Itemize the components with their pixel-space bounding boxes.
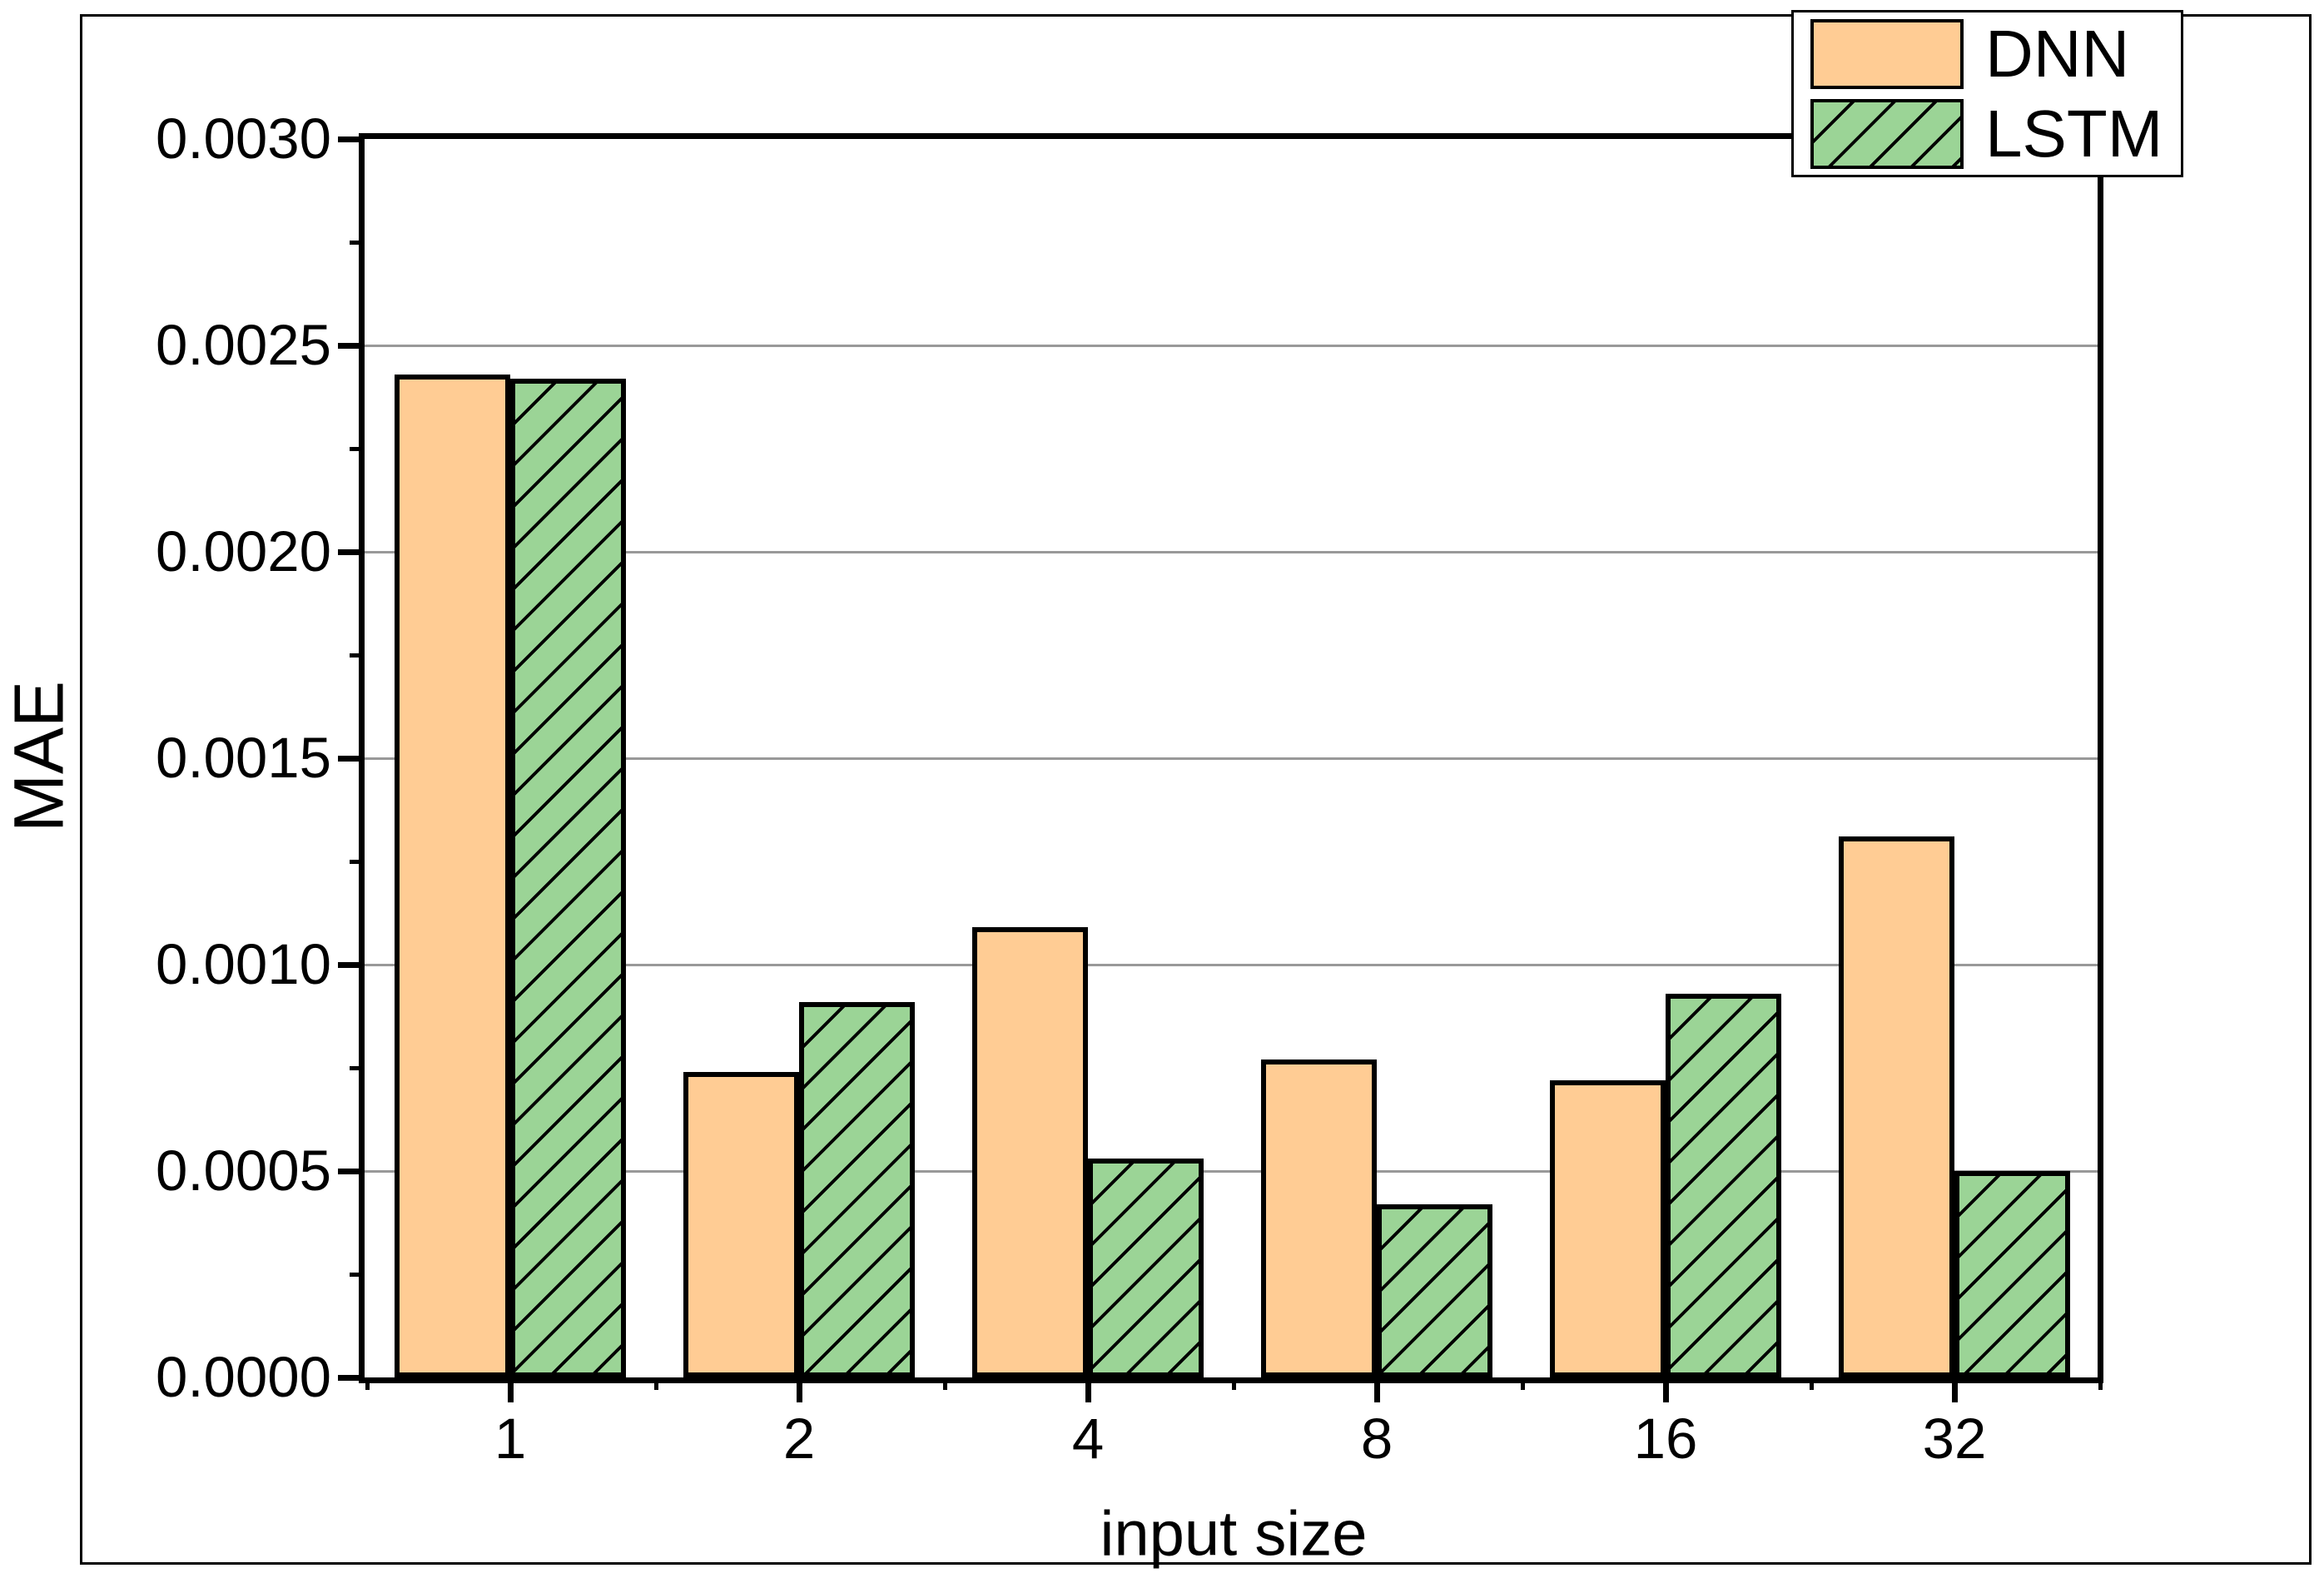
x-major-tick [1662, 1377, 1669, 1402]
y-minor-tick [350, 859, 365, 864]
x-tick-label: 4 [1071, 1407, 1105, 1471]
x-minor-tick [1809, 1377, 1814, 1390]
bar-lstm-16 [1666, 994, 1781, 1377]
gridline [365, 757, 2098, 760]
x-minor-tick [1231, 1377, 1236, 1390]
y-major-tick [338, 961, 365, 968]
y-tick-label: 0.0025 [155, 313, 331, 377]
legend-swatch-dnn [1810, 19, 1964, 89]
x-tick-label: 8 [1360, 1407, 1393, 1471]
x-minor-tick [2098, 1377, 2103, 1390]
x-tick-label: 1 [494, 1407, 527, 1471]
x-minor-tick [365, 1377, 370, 1390]
bar-dnn-16 [1550, 1080, 1666, 1377]
gridline [365, 550, 2098, 553]
y-tick-label: 0.0030 [155, 107, 331, 171]
bars-layer [365, 139, 2098, 1377]
y-minor-tick [350, 653, 365, 658]
y-tick-label: 0.0015 [155, 726, 331, 790]
x-major-tick [1373, 1377, 1380, 1402]
bar-lstm-4 [1088, 1159, 1204, 1377]
x-minor-tick [653, 1377, 658, 1390]
x-tick-label: 32 [1922, 1407, 1987, 1471]
x-tick-label: 16 [1633, 1407, 1698, 1471]
bar-lstm-8 [1377, 1204, 1492, 1377]
legend-item-dnn: DNN [1794, 14, 2181, 94]
gridline [365, 963, 2098, 966]
y-major-tick [338, 136, 365, 142]
y-minor-tick [350, 1272, 365, 1277]
x-axis-title: input size [1100, 1498, 1368, 1570]
y-tick-label: 0.0010 [155, 932, 331, 996]
y-tick-label: 0.0000 [155, 1345, 331, 1409]
x-major-tick [507, 1377, 514, 1402]
gridline [365, 1169, 2098, 1173]
x-minor-tick [942, 1377, 947, 1390]
y-minor-tick [350, 240, 365, 245]
y-minor-tick [350, 1065, 365, 1070]
y-major-tick [338, 1168, 365, 1174]
bar-dnn-2 [683, 1072, 799, 1377]
gridlines-layer [365, 139, 2098, 1377]
bar-dnn-1 [395, 375, 510, 1377]
legend: DNN LSTM [1791, 10, 2183, 177]
y-major-tick [338, 548, 365, 555]
bar-dnn-8 [1261, 1059, 1377, 1377]
gridline [365, 344, 2098, 347]
x-major-tick [1951, 1377, 1958, 1402]
bar-lstm-1 [510, 379, 626, 1377]
y-minor-tick [350, 446, 365, 451]
legend-label-lstm: LSTM [1985, 97, 2163, 171]
y-axis-title: MAE [0, 680, 78, 833]
plot-area [359, 133, 2103, 1383]
x-tick-label: 2 [782, 1407, 816, 1471]
bar-dnn-4 [972, 927, 1088, 1377]
legend-swatch-lstm [1810, 99, 1964, 169]
x-major-tick [1085, 1377, 1091, 1402]
y-major-tick [338, 1374, 365, 1381]
figure-border [80, 14, 2312, 1565]
legend-item-lstm: LSTM [1794, 94, 2181, 174]
x-major-tick [796, 1377, 802, 1402]
bar-dnn-32 [1839, 836, 1954, 1377]
y-major-tick [338, 755, 365, 762]
y-tick-label: 0.0005 [155, 1139, 331, 1203]
bar-lstm-32 [1954, 1171, 2070, 1377]
bar-lstm-2 [799, 1002, 915, 1377]
y-major-tick [338, 342, 365, 349]
y-tick-label: 0.0020 [155, 519, 331, 583]
x-minor-tick [1520, 1377, 1525, 1390]
legend-label-dnn: DNN [1985, 17, 2130, 91]
